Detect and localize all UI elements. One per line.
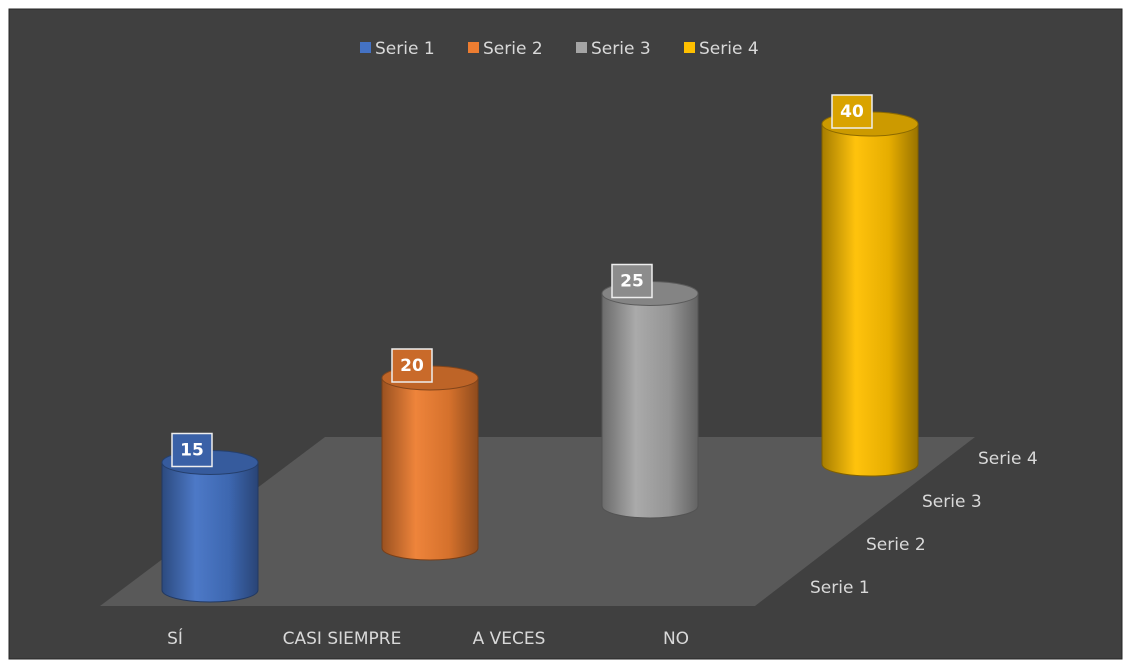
depth-label: Serie 2 bbox=[866, 535, 926, 555]
depth-label: Serie 4 bbox=[978, 449, 1038, 469]
x-tick-label: CASI SIEMPRE bbox=[283, 629, 402, 649]
legend-label: Serie 4 bbox=[699, 39, 759, 59]
data-label-box bbox=[831, 94, 873, 129]
legend-label: Serie 1 bbox=[375, 39, 435, 59]
depth-label: Serie 1 bbox=[810, 578, 870, 598]
legend-swatch bbox=[468, 42, 479, 53]
data-label: 20 bbox=[400, 356, 424, 376]
x-tick-label: SÍ bbox=[167, 627, 183, 649]
data-label-box bbox=[391, 348, 433, 383]
legend-swatch bbox=[360, 42, 371, 53]
legend-label: Serie 3 bbox=[591, 39, 651, 59]
data-label: 15 bbox=[180, 441, 204, 461]
cylinder bbox=[821, 123, 919, 477]
legend-swatch bbox=[684, 42, 695, 53]
data-label-box bbox=[171, 432, 213, 468]
cylinder bbox=[381, 377, 479, 561]
data-label: 40 bbox=[840, 102, 864, 122]
floor bbox=[100, 437, 975, 606]
x-tick-label: A VECES bbox=[473, 629, 546, 649]
legend-swatch bbox=[576, 42, 587, 53]
legend-label: Serie 2 bbox=[483, 39, 543, 59]
cylinder bbox=[161, 462, 259, 603]
depth-label: Serie 3 bbox=[922, 492, 982, 512]
data-label: 25 bbox=[620, 272, 644, 292]
data-label-box bbox=[611, 263, 653, 299]
cylinder bbox=[601, 293, 699, 519]
x-tick-label: NO bbox=[663, 629, 689, 649]
